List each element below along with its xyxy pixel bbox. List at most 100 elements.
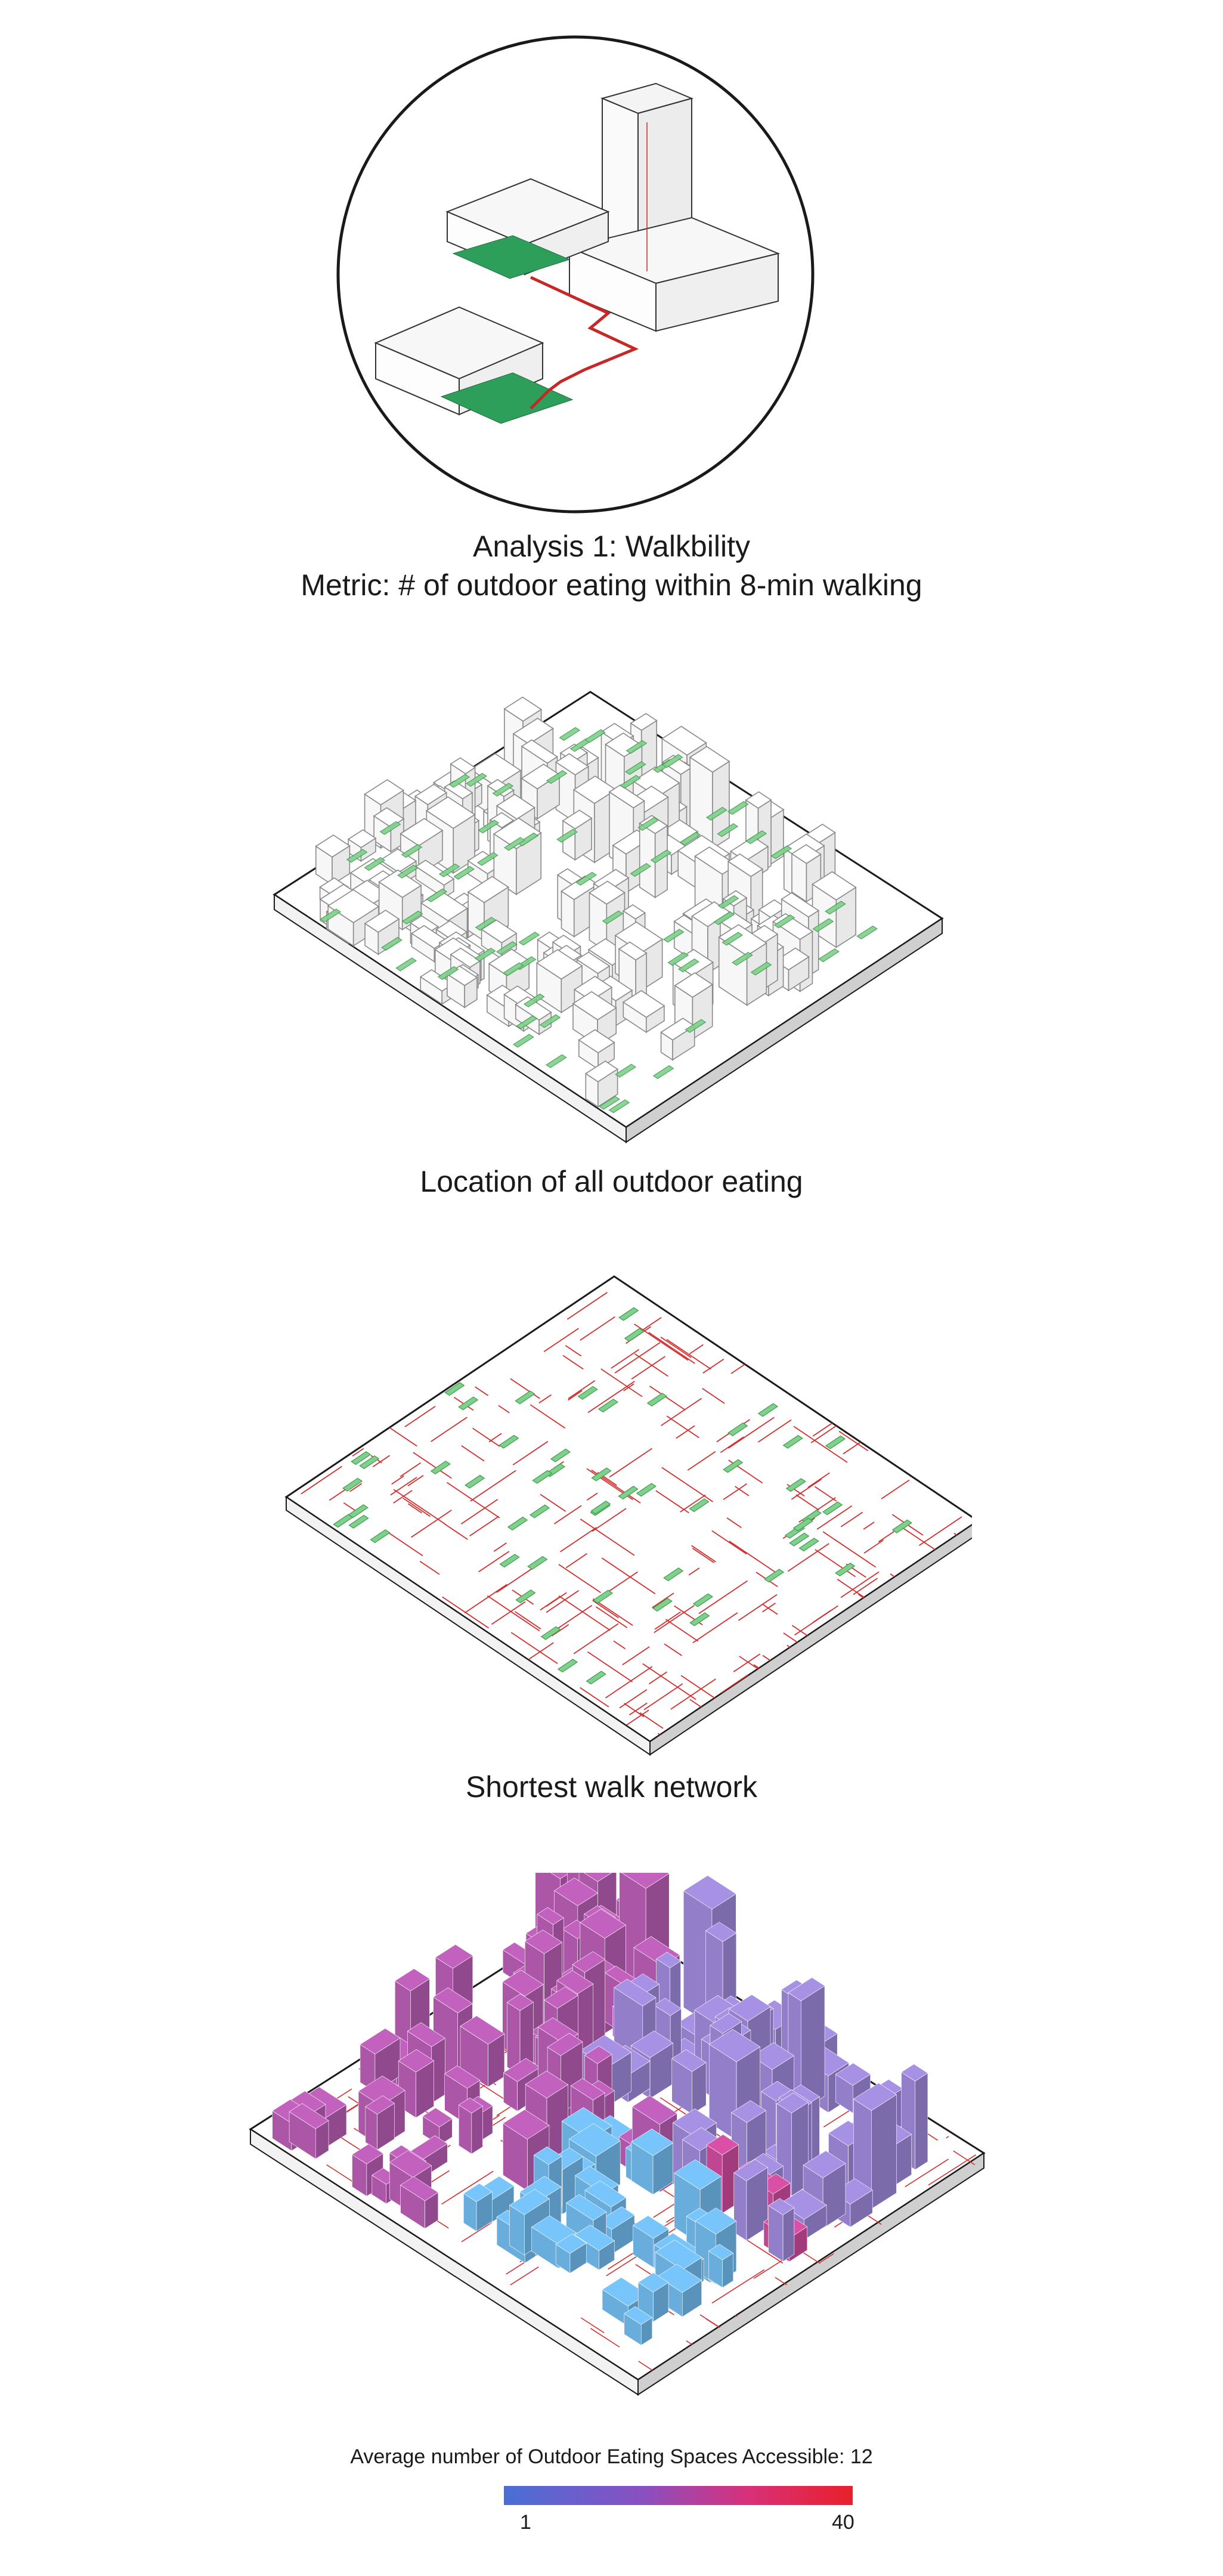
colored-building xyxy=(365,2095,395,2115)
walk-segment xyxy=(775,2277,787,2286)
colored-building xyxy=(654,1997,682,2016)
building-block xyxy=(622,989,665,1018)
colored-building xyxy=(779,2189,827,2220)
colored-building xyxy=(435,1944,473,1969)
colored-building xyxy=(389,2150,432,2178)
walk-segment xyxy=(555,1604,593,1631)
walk-segment xyxy=(953,2150,976,2166)
walk-segment xyxy=(816,1505,853,1530)
walk-segment xyxy=(639,1712,664,1729)
walk-segment xyxy=(613,1640,626,1650)
walk-segment xyxy=(741,2236,784,2264)
outdoor-eating-pad xyxy=(518,932,540,946)
colored-building xyxy=(671,2049,707,2072)
colored-building xyxy=(531,2215,577,2245)
walk-segment xyxy=(657,1733,661,1736)
walk-segment xyxy=(558,1595,611,1631)
walk-segment xyxy=(343,1502,357,1512)
walk-segment xyxy=(614,1342,661,1374)
outdoor-eating-pad xyxy=(475,917,497,931)
colored-building xyxy=(458,2097,484,2114)
walk-segment xyxy=(587,1651,633,1683)
analysis-title: Analysis 1: Walkbility xyxy=(473,530,750,563)
outdoor-eating-pad xyxy=(346,849,368,863)
colored-building xyxy=(621,1873,670,1889)
panel-accessibility-map xyxy=(239,1873,990,2422)
tower-building xyxy=(600,82,694,282)
outdoor-eating-pad xyxy=(685,1019,707,1033)
outdoor-eating-pad xyxy=(453,865,475,880)
outdoor-eating-pad xyxy=(597,1399,618,1413)
outdoor-eating-pad xyxy=(650,849,672,864)
outdoor-eating-pad xyxy=(661,754,683,768)
walk-segment xyxy=(461,2222,493,2243)
outdoor-eating-pad xyxy=(590,1500,611,1515)
walk-segment xyxy=(711,2269,765,2304)
building-block xyxy=(400,818,444,846)
walk-segment xyxy=(478,1551,510,1573)
outdoor-eating-pad xyxy=(507,1516,528,1530)
colored-building xyxy=(358,2076,405,2106)
building-block xyxy=(727,853,764,877)
walk-segment xyxy=(514,1611,541,1629)
walk-segment xyxy=(642,1663,696,1700)
outdoor-eating-pad xyxy=(825,901,846,915)
building-block xyxy=(515,996,552,1021)
walk-segment xyxy=(400,1462,422,1477)
walk-segment xyxy=(795,1494,819,1511)
outdoor-eating-pad xyxy=(364,857,386,871)
walk-segment xyxy=(757,1419,792,1443)
outdoor-eating-pad xyxy=(492,783,514,797)
outdoor-eating-pad xyxy=(516,1015,538,1029)
legend-min-label: 1 xyxy=(520,2511,531,2534)
walk-segment xyxy=(664,1643,682,1656)
colored-building xyxy=(289,2103,329,2129)
walk-segment xyxy=(840,1571,880,1598)
walk-segment xyxy=(510,1378,540,1399)
walk-segment xyxy=(566,1292,608,1320)
walk-segment xyxy=(496,1564,537,1593)
walk-segment xyxy=(391,1475,404,1485)
colored-building xyxy=(351,2144,384,2164)
outdoor-eating-pad xyxy=(397,864,419,879)
building-block xyxy=(791,844,822,864)
walk-segment xyxy=(573,1623,619,1655)
walk-segment xyxy=(783,1632,798,1643)
outdoor-eating-pad xyxy=(503,837,525,851)
walk-segment xyxy=(601,1557,656,1595)
walk-segment xyxy=(807,1472,830,1488)
walk-segment xyxy=(464,1584,507,1613)
outdoor-eating-pad xyxy=(626,740,648,754)
outdoor-eating-pad xyxy=(637,817,659,831)
walk-segment xyxy=(838,1430,869,1452)
outdoor-eating-pad xyxy=(575,871,597,886)
walk-segment xyxy=(611,1349,640,1369)
walk-segment xyxy=(560,1527,597,1553)
walk-segment xyxy=(815,1549,856,1578)
building-block xyxy=(639,815,668,834)
walk-segment xyxy=(404,1406,436,1427)
walk-segment xyxy=(634,1323,689,1361)
outdoor-eating-pad xyxy=(586,1671,606,1685)
walk-segment xyxy=(890,1573,895,1578)
walk-segment xyxy=(729,1541,779,1575)
walk-segment xyxy=(702,1388,725,1404)
colored-building xyxy=(705,1922,737,1942)
walk-segment xyxy=(666,1415,699,1439)
colored-building xyxy=(459,2104,472,2154)
walk-segment xyxy=(726,1517,742,1528)
colored-building xyxy=(708,2028,761,2062)
walk-segment xyxy=(530,1404,566,1429)
outdoor-eating-pad xyxy=(620,775,641,789)
walk-segment xyxy=(487,1595,540,1632)
walk-segment xyxy=(738,1594,778,1621)
walk-segment xyxy=(812,1610,831,1623)
walk-segment xyxy=(565,1345,582,1357)
walk-segment xyxy=(649,1386,686,1411)
building-block xyxy=(674,972,714,998)
colored-building xyxy=(656,1952,682,1968)
walk-segment xyxy=(460,1499,499,1524)
walk-segment xyxy=(698,1580,748,1615)
walk-segment xyxy=(565,1553,588,1569)
walk-segment xyxy=(600,1368,643,1397)
